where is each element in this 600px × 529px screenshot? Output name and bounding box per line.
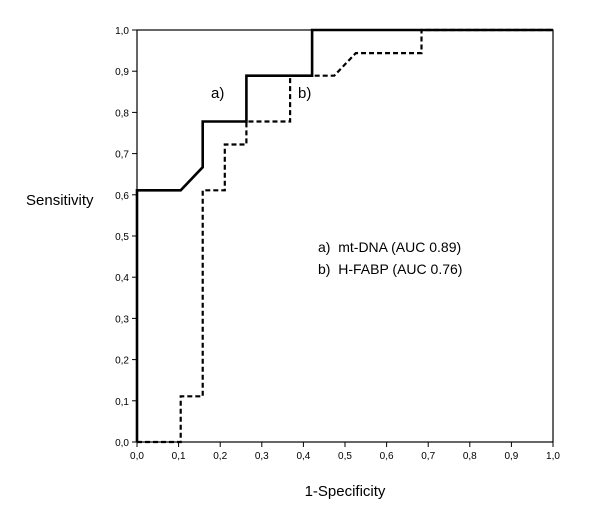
y-tick-label: 0,9: [115, 67, 129, 78]
x-tick-label: 0,5: [338, 451, 352, 462]
roc-curves: [135, 28, 553, 444]
y-tick-label: 0,1: [115, 397, 129, 408]
x-tick-label: 1,0: [546, 451, 560, 462]
x-tick-label: 0,7: [421, 451, 435, 462]
legend-entry-a: a) mt-DNA (AUC 0.89): [318, 239, 461, 255]
y-axis-label: Sensitivity: [26, 192, 94, 209]
y-tick-label: 0,0: [115, 438, 129, 449]
x-axis-label: 1-Specificity: [305, 483, 386, 500]
x-tick-label: 0,6: [380, 451, 394, 462]
curve-labels: a) b): [211, 85, 311, 102]
y-tick-label: 0,5: [115, 232, 129, 243]
x-tick-label: 0,2: [213, 451, 227, 462]
roc-curve-b: [137, 28, 553, 444]
curve-label-b: b): [298, 85, 311, 102]
x-tick-label: 0,1: [172, 451, 186, 462]
y-tick-label: 0,4: [115, 273, 129, 284]
legend-entry-b: b) H-FABP (AUC 0.76): [318, 261, 462, 277]
y-tick-label: 1,0: [115, 26, 129, 37]
x-tick-label: 0,4: [296, 451, 310, 462]
x-axis-ticks: 0,0 0,1 0,2 0,3 0,4 0,5 0,6 0,7 0,8 0,9 1,0: [130, 442, 560, 462]
y-tick-label: 0,8: [115, 108, 129, 119]
y-tick-label: 0,6: [115, 191, 129, 202]
plot-frame: [136, 29, 554, 443]
y-tick-label: 0,7: [115, 150, 129, 161]
roc-curve-a: [135, 28, 553, 442]
x-tick-label: 0,8: [463, 451, 477, 462]
x-tick-label: 0,0: [130, 451, 144, 462]
y-tick-label: 0,3: [115, 314, 129, 325]
y-axis-ticks: 0,0 0,1 0,2 0,3 0,4 0,5 0,6 0,7 0,8 0,9 1,0: [115, 26, 137, 449]
legend: a) mt-DNA (AUC 0.89) b) H-FABP (AUC 0.76…: [318, 239, 462, 277]
curve-label-a: a): [211, 85, 224, 102]
x-tick-label: 0,3: [255, 451, 269, 462]
y-tick-label: 0,2: [115, 356, 129, 367]
x-tick-label: 0,9: [504, 451, 518, 462]
